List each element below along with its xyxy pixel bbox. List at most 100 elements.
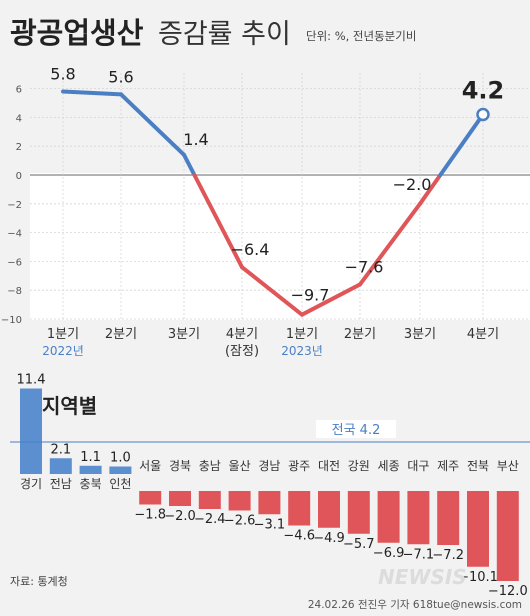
region-label: 충북: [80, 477, 102, 491]
x-tick-label: 3분기: [168, 327, 200, 342]
region-value-label: −7.2: [432, 548, 464, 563]
line-segment: [240, 265, 304, 317]
point-value-label: −2.0: [393, 175, 432, 194]
year-label: 2022년: [42, 344, 84, 358]
region-bar: [467, 491, 489, 567]
title-bold: 광공업생산: [10, 16, 144, 50]
region-bar: [109, 466, 132, 474]
title-light: 증감률 추이: [158, 19, 291, 50]
region-value-label: −2.6: [224, 514, 256, 529]
line-segment: [358, 201, 422, 287]
region-bar: [318, 491, 340, 528]
region-label: 인천: [109, 476, 131, 491]
region-bar: [169, 491, 191, 506]
region-value-label: −2.4: [194, 512, 226, 527]
region-bar: [288, 491, 311, 526]
x-tick-label: 4분기: [467, 327, 499, 342]
x-tick-label: 1분기: [286, 327, 318, 342]
region-bar: [49, 458, 72, 474]
national-label: 전국 4.2: [332, 423, 381, 438]
y-tick-label: 4: [16, 113, 22, 124]
x-tick-label: 3분기: [404, 327, 436, 342]
region-bar: [79, 465, 102, 474]
region-value-label: −4.6: [283, 529, 315, 544]
y-tick-label: −8: [7, 286, 22, 297]
region-label: 대전: [318, 459, 340, 473]
region-bar: [407, 491, 430, 545]
region-bar: [139, 491, 162, 505]
y-tick-label: −6: [7, 257, 22, 268]
region-bar: [20, 388, 42, 474]
line-segment: [61, 89, 123, 97]
line-value-labels: 5.8 5.6 1.4 −6.4 −9.7 −7.6 −2.0 4.2: [50, 64, 504, 304]
region-bar: [496, 491, 519, 581]
region-label: 대구: [407, 459, 429, 473]
y-tick-label: 0: [16, 171, 22, 182]
region-label: 광주: [288, 459, 310, 473]
region-label: 전남: [50, 477, 72, 491]
point-value-label: 4.2: [462, 77, 505, 105]
line-segment: [192, 173, 244, 270]
x-tick-note: (잠정): [225, 344, 259, 359]
region-value-label: −3.1: [254, 517, 286, 532]
region-value-label: 11.4: [17, 373, 46, 388]
region-value-label: 2.1: [50, 442, 71, 457]
region-bar: [437, 491, 460, 545]
region-label: 부산: [497, 459, 519, 473]
region-label: 경남: [258, 459, 280, 473]
regional-title: 지역별: [42, 394, 97, 418]
region-value-label: 1.1: [80, 450, 101, 465]
region-bar: [198, 491, 221, 509]
region-label: 충남: [199, 459, 221, 473]
line-segment: [182, 152, 197, 177]
y-tick-label: −10: [1, 315, 22, 326]
region-value-label: −2.0: [164, 509, 196, 524]
region-label: 경기: [20, 477, 42, 491]
regional-bars: 경기 11.4 전남 2.1 충북 1.1 인천 1.0 서울 −1.8 경북 −2.0 충남 −2.4 울…: [17, 373, 528, 600]
line-segment: [119, 92, 186, 157]
point-value-label: −7.6: [345, 257, 384, 276]
region-value-label: −4.9: [313, 531, 345, 546]
x-tick-label: 1분기: [47, 327, 79, 342]
national-label-box: [316, 420, 396, 438]
year-label: 2023년: [281, 344, 323, 358]
line-series: [61, 89, 490, 317]
line-segment: [418, 173, 443, 206]
region-label: 세종: [378, 459, 400, 473]
point-value-label: −6.4: [231, 240, 270, 259]
point-value-label: −9.7: [291, 286, 330, 305]
region-label: 강원: [348, 459, 370, 473]
point-value-label: 5.6: [108, 67, 133, 86]
y-tick-label: 2: [16, 142, 22, 153]
line-grid: [30, 73, 530, 320]
region-value-label: −1.8: [134, 508, 166, 523]
newsis-watermark: NEWSIS: [378, 565, 467, 589]
region-value-label: −12.0: [488, 584, 528, 599]
region-value-label: −7.1: [403, 547, 435, 562]
region-bar: [377, 491, 400, 543]
y-tick-label: −4: [7, 229, 22, 240]
region-bar: [228, 491, 251, 511]
region-label: 전북: [467, 459, 489, 473]
credit-line: 24.02.26 전진우 기자 618tue@newsis.com: [308, 599, 522, 611]
region-bar: [347, 491, 370, 534]
line-segment: [300, 282, 362, 317]
unit-note: 단위: %, 전년동분기비: [306, 29, 416, 43]
source-note: 자료: 통계청: [10, 575, 68, 588]
x-tick-label: 4분기: [226, 327, 258, 342]
line-y-axis: 6 4 2 0 −2 −4 −6 −8 −10: [1, 85, 22, 326]
region-label: 서울: [139, 459, 161, 473]
region-label: 제주: [437, 459, 459, 473]
region-value-label: −10.1: [458, 570, 498, 585]
line-x-axis: 1분기 2분기 3분기 4분기 (잠정) 1분기 2분기 3분기 4분기 2022년 2023년: [42, 327, 499, 359]
regional-bar-chart: 지역별 경기 11.4 전남 2.1 충북 1.1 인천 1.0 서울 −1.8 경북 −2.0 충남 −…: [10, 373, 530, 600]
region-value-label: 1.0: [110, 451, 131, 466]
point-value-label: 1.4: [183, 130, 208, 149]
region-value-label: −6.9: [373, 546, 405, 561]
region-label: 경북: [169, 459, 191, 473]
x-tick-label: 2분기: [344, 327, 376, 342]
line-chart: 6 4 2 0 −2 −4 −6 −8 −10 5.8 5.6 1.4 −6.4 −9.7 −7.6 −2.…: [1, 64, 530, 359]
region-bar: [258, 491, 281, 515]
line-segment: [438, 112, 485, 177]
